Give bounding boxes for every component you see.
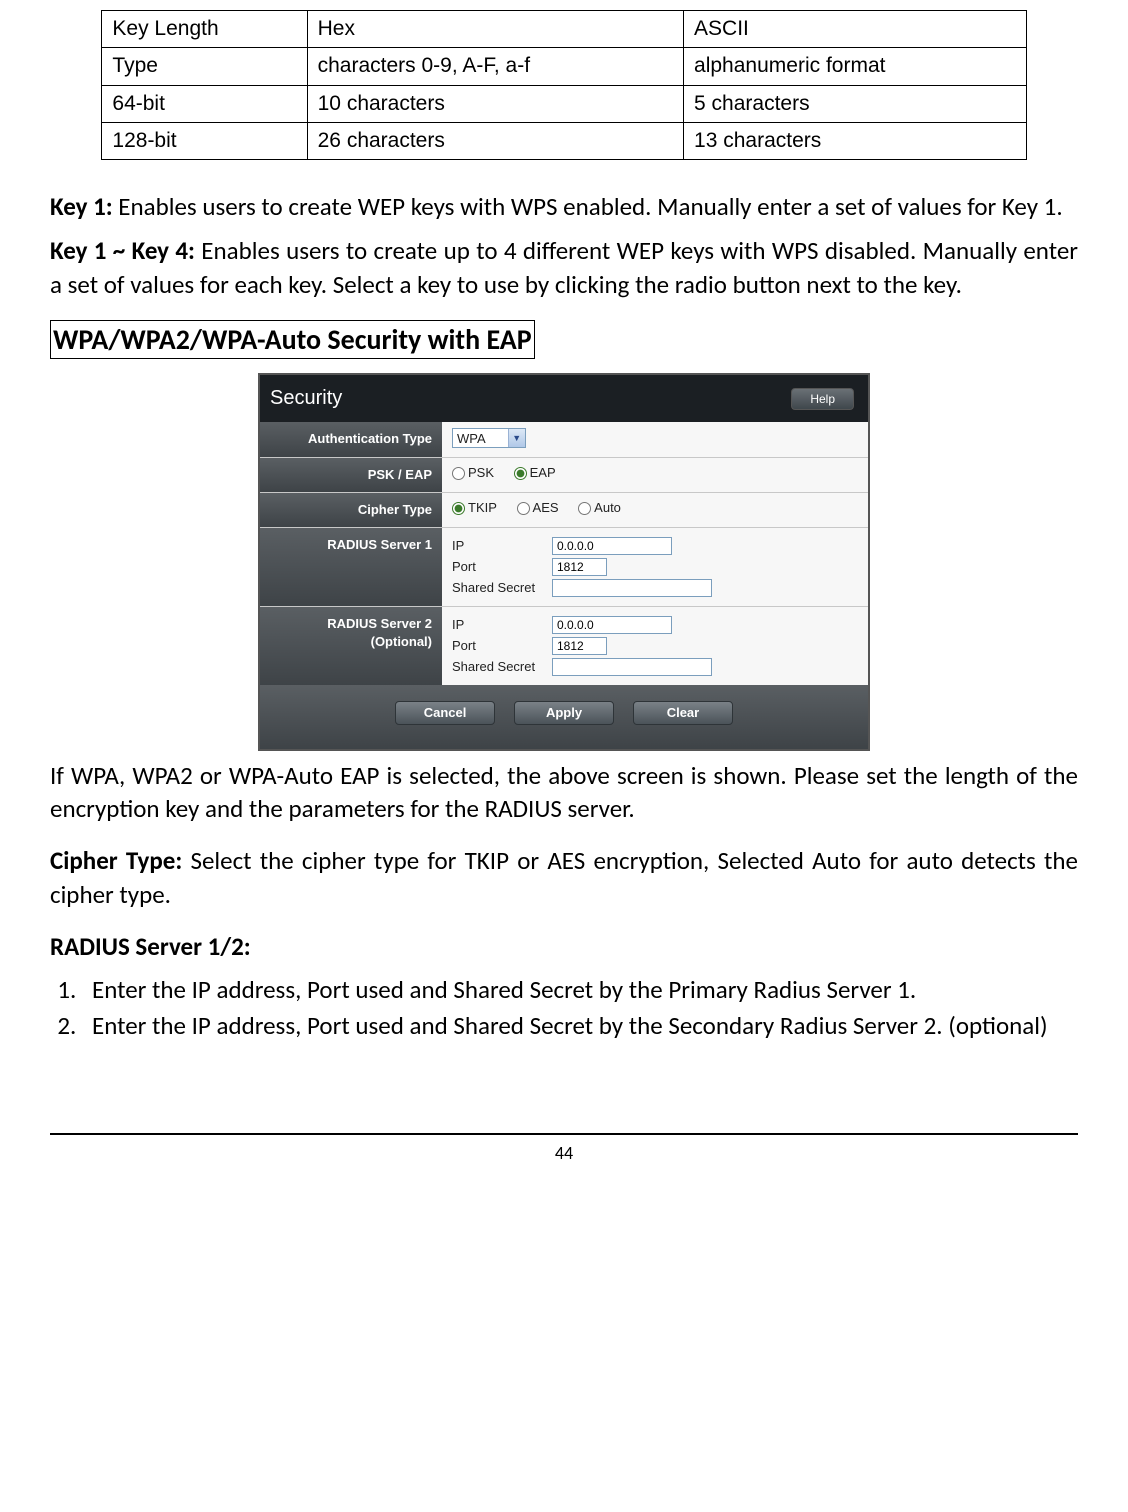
th-ascii: ASCII <box>684 11 1027 48</box>
cell: 26 characters <box>307 123 683 160</box>
radius2-label: RADIUS Server 2 (Optional) <box>260 607 442 685</box>
key1-label: Key 1: <box>50 191 113 222</box>
radius1-label: RADIUS Server 1 <box>260 528 442 606</box>
security-screenshot: Security Help Authentication Type WPA ▼ … <box>258 373 870 750</box>
key14-paragraph: Key 1 ~ Key 4: Enables users to create u… <box>50 234 1078 302</box>
tkip-radio[interactable] <box>452 502 465 515</box>
cell: 128-bit <box>102 123 307 160</box>
radius2-ip-input[interactable] <box>552 616 672 634</box>
ip-label: IP <box>452 616 542 634</box>
apply-button[interactable]: Apply <box>514 701 614 725</box>
cipher-text: Select the cipher type for TKIP or AES e… <box>50 845 1078 910</box>
key1-text: Enables users to create WEP keys with WP… <box>113 191 1063 222</box>
th-hex: Hex <box>307 11 683 48</box>
key14-label: Key 1 ~ Key 4: <box>50 235 195 266</box>
page-number: 44 <box>50 1133 1078 1165</box>
secret-label: Shared Secret <box>452 579 542 597</box>
after-shot-text: If WPA, WPA2 or WPA-Auto EAP is selected… <box>50 759 1078 827</box>
section-title: WPA/WPA2/WPA-Auto Security with EAP <box>50 320 535 360</box>
clear-button[interactable]: Clear <box>633 701 733 725</box>
chevron-down-icon: ▼ <box>508 429 525 447</box>
cipher-paragraph: Cipher Type: Select the cipher type for … <box>50 844 1078 912</box>
radius-item-1: Enter the IP address, Port used and Shar… <box>82 973 1078 1007</box>
aes-radio-label[interactable]: AES <box>517 500 559 515</box>
cell: alphanumeric format <box>684 48 1027 85</box>
aes-radio[interactable] <box>517 502 530 515</box>
auto-radio[interactable] <box>578 502 591 515</box>
port-label: Port <box>452 558 542 576</box>
radius1-port-input[interactable] <box>552 558 607 576</box>
psk-eap-label: PSK / EAP <box>260 458 442 492</box>
cell: 13 characters <box>684 123 1027 160</box>
radius-list: Enter the IP address, Port used and Shar… <box>82 973 1078 1043</box>
port-label: Port <box>452 637 542 655</box>
eap-radio[interactable] <box>514 467 527 480</box>
auth-type-label: Authentication Type <box>260 422 442 456</box>
psk-radio[interactable] <box>452 467 465 480</box>
help-button[interactable]: Help <box>791 388 854 410</box>
cipher-type-label: Cipher Type <box>260 493 442 527</box>
ip-label: IP <box>452 537 542 555</box>
cell: 5 characters <box>684 85 1027 122</box>
tkip-radio-label[interactable]: TKIP <box>452 500 497 515</box>
radius2-secret-input[interactable] <box>552 658 712 676</box>
radius1-secret-input[interactable] <box>552 579 712 597</box>
panel-title: Security <box>270 385 342 412</box>
key14-text: Enables users to create up to 4 differen… <box>50 235 1078 300</box>
secret-label: Shared Secret <box>452 658 542 676</box>
cell: characters 0-9, A-F, a-f <box>307 48 683 85</box>
psk-radio-label[interactable]: PSK <box>452 465 494 480</box>
cipher-label: Cipher Type: <box>50 845 182 876</box>
radius-item-2: Enter the IP address, Port used and Shar… <box>82 1009 1078 1043</box>
key1-paragraph: Key 1: Enables users to create WEP keys … <box>50 190 1078 224</box>
cell: 64-bit <box>102 85 307 122</box>
eap-radio-label[interactable]: EAP <box>514 465 556 480</box>
radius2-port-input[interactable] <box>552 637 607 655</box>
auto-radio-label[interactable]: Auto <box>578 500 621 515</box>
cell: 10 characters <box>307 85 683 122</box>
radius1-ip-input[interactable] <box>552 537 672 555</box>
auth-type-select[interactable]: WPA ▼ <box>452 428 526 448</box>
th-keylength: Key Length <box>102 11 307 48</box>
cancel-button[interactable]: Cancel <box>395 701 495 725</box>
auth-type-value: WPA <box>453 430 508 448</box>
cell: Type <box>102 48 307 85</box>
radius-heading: RADIUS Server 1/2: <box>50 930 1078 964</box>
key-length-table: Key Length Hex ASCII Type characters 0-9… <box>101 10 1026 160</box>
